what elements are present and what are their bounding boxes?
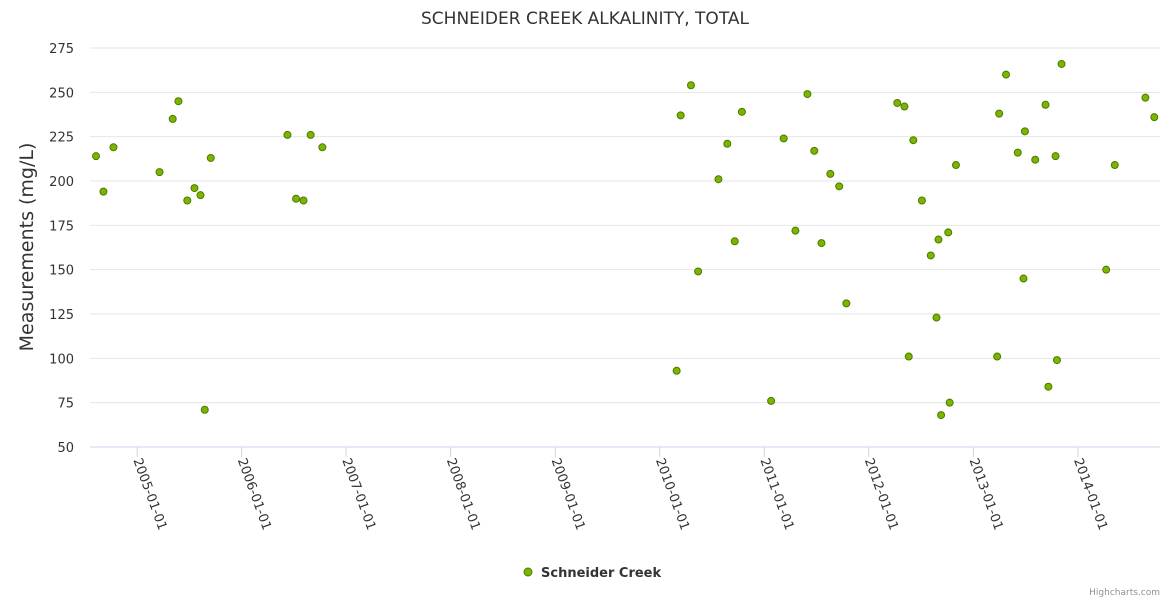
data-point[interactable] xyxy=(1044,382,1053,391)
data-point[interactable] xyxy=(737,107,746,116)
data-point[interactable] xyxy=(99,187,108,196)
y-tick-label: 200 xyxy=(49,175,74,190)
data-point[interactable] xyxy=(155,168,164,177)
data-point[interactable] xyxy=(817,239,826,248)
data-point[interactable] xyxy=(283,130,292,139)
data-point[interactable] xyxy=(1013,148,1022,157)
data-point[interactable] xyxy=(993,352,1002,361)
data-point[interactable] xyxy=(945,398,954,407)
y-tick-label: 100 xyxy=(49,352,74,367)
x-tick-label: 2014-01-01 xyxy=(1070,456,1110,532)
y-tick-label: 50 xyxy=(57,441,74,456)
data-point[interactable] xyxy=(318,143,327,152)
data-point[interactable] xyxy=(1110,161,1119,170)
data-point[interactable] xyxy=(810,146,819,155)
data-point[interactable] xyxy=(904,352,913,361)
data-point[interactable] xyxy=(1020,127,1029,136)
data-point[interactable] xyxy=(714,175,723,184)
data-point[interactable] xyxy=(92,152,101,161)
data-points xyxy=(92,59,1159,420)
legend-item-label[interactable]: Schneider Creek xyxy=(541,566,661,581)
x-tick-label: 2008-01-01 xyxy=(443,456,483,532)
data-point[interactable] xyxy=(1041,100,1050,109)
x-tick-label: 2007-01-01 xyxy=(338,456,378,532)
data-point[interactable] xyxy=(900,102,909,111)
x-tick-label: 2006-01-01 xyxy=(234,456,274,532)
data-point[interactable] xyxy=(835,182,844,191)
y-axis-label: Measurements (mg/L) xyxy=(16,143,38,352)
data-point[interactable] xyxy=(995,109,1004,118)
data-point[interactable] xyxy=(168,114,177,123)
data-point[interactable] xyxy=(200,405,209,414)
data-point[interactable] xyxy=(183,196,192,205)
x-tick-label: 2013-01-01 xyxy=(966,456,1006,532)
legend-marker xyxy=(523,567,533,577)
data-point[interactable] xyxy=(951,161,960,170)
data-point[interactable] xyxy=(1102,265,1111,274)
x-tick-label: 2011-01-01 xyxy=(756,456,796,532)
data-point[interactable] xyxy=(826,169,835,178)
data-point[interactable] xyxy=(1031,155,1040,164)
data-point[interactable] xyxy=(299,196,308,205)
data-point[interactable] xyxy=(174,97,183,106)
legend[interactable]: Schneider Creek xyxy=(523,566,661,581)
data-point[interactable] xyxy=(292,194,301,203)
data-point[interactable] xyxy=(779,134,788,143)
data-point[interactable] xyxy=(1141,93,1150,102)
y-tick-label: 150 xyxy=(49,264,74,279)
data-point[interactable] xyxy=(672,366,681,375)
data-point[interactable] xyxy=(791,226,800,235)
data-point[interactable] xyxy=(196,191,205,200)
data-point[interactable] xyxy=(686,81,695,90)
data-point[interactable] xyxy=(934,235,943,244)
data-point[interactable] xyxy=(306,130,315,139)
data-point[interactable] xyxy=(694,267,703,276)
x-axis: 2005-01-01 2006-01-01 2007-01-01 2008-01-01… xyxy=(90,446,1160,532)
y-tick-label: 250 xyxy=(49,86,74,101)
data-point[interactable] xyxy=(842,299,851,308)
data-point[interactable] xyxy=(937,411,946,420)
x-tick-label: 2005-01-01 xyxy=(129,456,169,532)
data-point[interactable] xyxy=(1002,70,1011,79)
credits-link[interactable]: Highcharts.com xyxy=(1089,588,1160,598)
y-axis: 50 75 100 125 150 175 200 225 250 275 xyxy=(49,42,74,456)
y-tick-label: 225 xyxy=(49,131,74,146)
data-point[interactable] xyxy=(893,98,902,107)
x-tick-label: 2012-01-01 xyxy=(861,456,901,532)
data-point[interactable] xyxy=(1150,113,1159,122)
chart-title: SCHNEIDER CREEK ALKALINITY, TOTAL xyxy=(421,9,750,29)
y-tick-label: 75 xyxy=(57,397,74,412)
data-point[interactable] xyxy=(723,139,732,148)
data-point[interactable] xyxy=(909,136,918,145)
data-point[interactable] xyxy=(803,90,812,99)
data-point[interactable] xyxy=(917,196,926,205)
y-tick-label: 175 xyxy=(49,219,74,234)
data-point[interactable] xyxy=(190,184,199,193)
data-point[interactable] xyxy=(676,111,685,120)
data-point[interactable] xyxy=(1019,274,1028,283)
data-point[interactable] xyxy=(206,153,215,162)
data-point[interactable] xyxy=(1057,59,1066,68)
data-point[interactable] xyxy=(767,396,776,405)
grid-lines xyxy=(90,47,1160,404)
data-point[interactable] xyxy=(730,237,739,246)
data-point[interactable] xyxy=(944,228,953,237)
x-tick-label: 2010-01-01 xyxy=(652,456,692,532)
data-point[interactable] xyxy=(1051,152,1060,161)
data-point[interactable] xyxy=(1052,356,1061,365)
data-point[interactable] xyxy=(109,143,118,152)
y-tick-label: 275 xyxy=(49,42,74,57)
x-tick-label: 2009-01-01 xyxy=(548,456,588,532)
data-point[interactable] xyxy=(926,251,935,260)
data-point[interactable] xyxy=(932,313,941,322)
y-tick-label: 125 xyxy=(49,308,74,323)
